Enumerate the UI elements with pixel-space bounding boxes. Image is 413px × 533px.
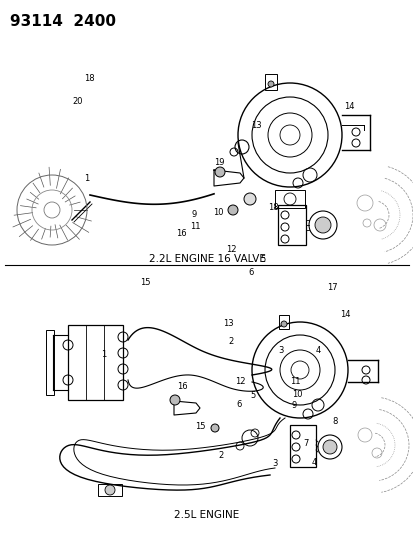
- Circle shape: [280, 321, 286, 327]
- Text: 6: 6: [236, 400, 241, 408]
- Text: 19: 19: [214, 158, 224, 167]
- Text: 2: 2: [228, 337, 233, 345]
- Text: 17: 17: [326, 284, 337, 292]
- Text: 3: 3: [278, 346, 282, 355]
- Text: 5: 5: [260, 255, 265, 264]
- Text: 11: 11: [190, 222, 200, 231]
- Circle shape: [267, 81, 273, 87]
- Text: 18: 18: [267, 204, 278, 212]
- Text: 15: 15: [195, 422, 205, 431]
- Circle shape: [105, 485, 115, 495]
- Text: 12: 12: [234, 377, 245, 386]
- Text: 3: 3: [272, 459, 277, 468]
- Text: 16: 16: [176, 229, 186, 238]
- Circle shape: [214, 167, 224, 177]
- Text: 2.2L ENGINE 16 VALVE: 2.2L ENGINE 16 VALVE: [148, 254, 265, 264]
- Text: 2.5L ENGINE: 2.5L ENGINE: [174, 510, 239, 520]
- Text: 5: 5: [250, 391, 255, 400]
- Bar: [277, 205, 305, 245]
- Text: 10: 10: [213, 208, 223, 216]
- Text: 1: 1: [101, 350, 106, 359]
- Bar: [278, 315, 288, 329]
- Text: 4: 4: [311, 458, 316, 467]
- Text: 14: 14: [343, 102, 354, 111]
- Text: 13: 13: [223, 319, 233, 328]
- Text: 14: 14: [339, 310, 350, 319]
- Text: 10: 10: [291, 390, 302, 399]
- Text: 15: 15: [139, 278, 150, 287]
- Circle shape: [322, 440, 336, 454]
- Bar: [98, 484, 122, 496]
- Bar: [274, 190, 304, 208]
- Bar: [46, 330, 54, 395]
- Text: 93114  2400: 93114 2400: [10, 14, 116, 29]
- Circle shape: [211, 424, 218, 432]
- Text: 4: 4: [315, 346, 320, 355]
- Text: 13: 13: [251, 122, 261, 130]
- Text: 2: 2: [218, 451, 223, 460]
- Text: 1: 1: [84, 174, 89, 183]
- Text: 20: 20: [72, 97, 83, 106]
- Circle shape: [314, 217, 330, 233]
- Text: 6: 6: [248, 269, 253, 277]
- Text: 9: 9: [191, 210, 196, 219]
- Text: 11: 11: [290, 377, 300, 386]
- Circle shape: [170, 395, 180, 405]
- Bar: [264, 74, 276, 90]
- Bar: [289, 425, 315, 467]
- Text: 9: 9: [291, 401, 296, 409]
- Text: 16: 16: [176, 382, 187, 391]
- Text: 7: 7: [303, 440, 308, 448]
- Text: 8: 8: [332, 417, 337, 425]
- Bar: [68, 325, 123, 400]
- Circle shape: [228, 205, 237, 215]
- Circle shape: [243, 193, 255, 205]
- Text: 18: 18: [83, 75, 94, 83]
- Text: 12: 12: [226, 245, 237, 254]
